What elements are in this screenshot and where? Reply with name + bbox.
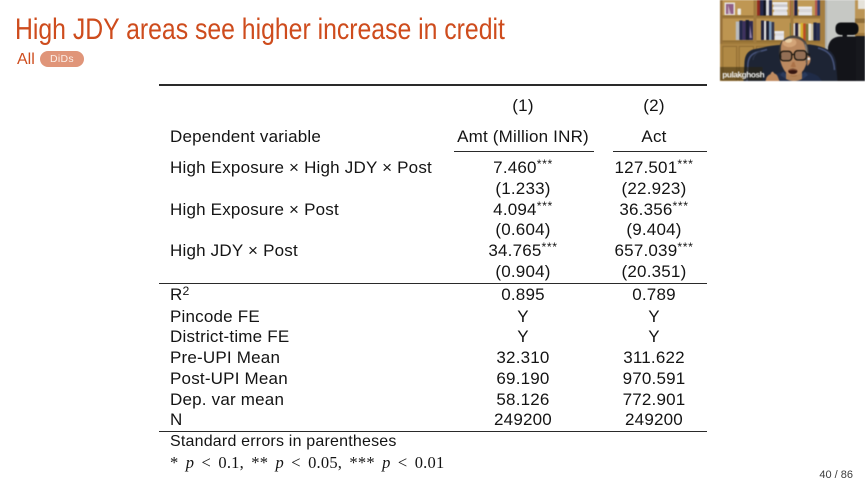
svg-text:pulakghosh: pulakghosh xyxy=(722,71,764,80)
